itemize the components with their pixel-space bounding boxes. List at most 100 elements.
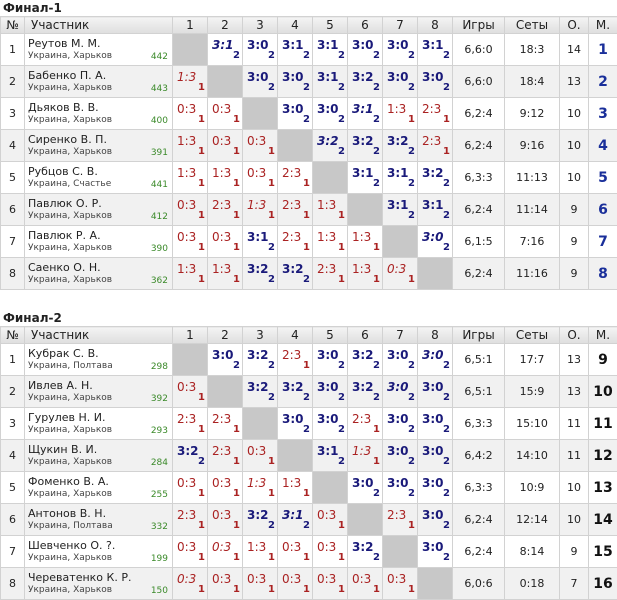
match-points: 2: [303, 520, 310, 531]
match-score: 0:3: [317, 572, 336, 586]
match-score: 0:3: [177, 476, 196, 490]
points-total: 10: [560, 504, 589, 536]
games-total: 6,4:2: [453, 440, 505, 472]
header-name: Участник: [25, 17, 173, 34]
player-rating: 390: [151, 244, 168, 254]
match-score: 3:0: [422, 70, 444, 84]
player-name: Саенко О. Н.: [28, 261, 172, 274]
points-total: 14: [560, 34, 589, 66]
games-total: 6,0:6: [453, 568, 505, 600]
player-name: Щукин В. И.: [28, 443, 172, 456]
match-score: 3:0: [422, 508, 444, 522]
match-score: 3:2: [247, 508, 269, 522]
final-place: 4: [589, 130, 617, 162]
player-number: 4: [1, 440, 25, 472]
player-number: 6: [1, 194, 25, 226]
match-points: 1: [303, 584, 310, 595]
match-score: 1:3: [177, 262, 196, 276]
match-score: 2:3: [177, 412, 196, 426]
diagonal-cell: [278, 130, 313, 162]
match-points: 1: [233, 274, 240, 285]
match-score: 3:0: [282, 70, 304, 84]
match-points: 1: [198, 146, 205, 157]
sets-total: 17:7: [505, 344, 560, 376]
match-score: 2:3: [352, 412, 371, 426]
match-points: 2: [408, 82, 415, 93]
match-points: 1: [338, 242, 345, 253]
match-score: 0:3: [212, 508, 231, 522]
games-total: 6,3:3: [453, 408, 505, 440]
player-rating: 298: [151, 362, 168, 372]
match-score: 0:3: [177, 102, 196, 116]
match-score: 2:3: [212, 412, 231, 426]
match-score: 1:3: [352, 262, 371, 276]
header-opponent: 3: [243, 327, 278, 344]
match-score: 3:0: [422, 444, 444, 458]
match-score: 3:0: [282, 412, 304, 426]
games-total: 6,6:0: [453, 66, 505, 98]
match-points: 2: [443, 360, 450, 371]
match-score: 3:0: [247, 38, 269, 52]
points-total: 10: [560, 472, 589, 504]
match-score: 1:3: [177, 134, 196, 148]
match-score: 0:3: [177, 198, 196, 212]
match-score: 0:3: [387, 572, 406, 586]
match-score: 0:3: [352, 572, 371, 586]
header-opponent: 6: [348, 327, 383, 344]
match-points: 2: [303, 114, 310, 125]
match-score: 3:2: [352, 540, 374, 554]
final-place: 6: [589, 194, 617, 226]
match-score: 3:2: [422, 166, 444, 180]
match-score: 2:3: [387, 508, 406, 522]
match-points: 1: [233, 456, 240, 467]
match-points: 1: [408, 584, 415, 595]
match-score: 3:1: [387, 198, 409, 212]
player-rating: 443: [151, 84, 168, 94]
sets-total: 9:12: [505, 98, 560, 130]
match-points: 2: [408, 360, 415, 371]
header-name: Участник: [25, 327, 173, 344]
